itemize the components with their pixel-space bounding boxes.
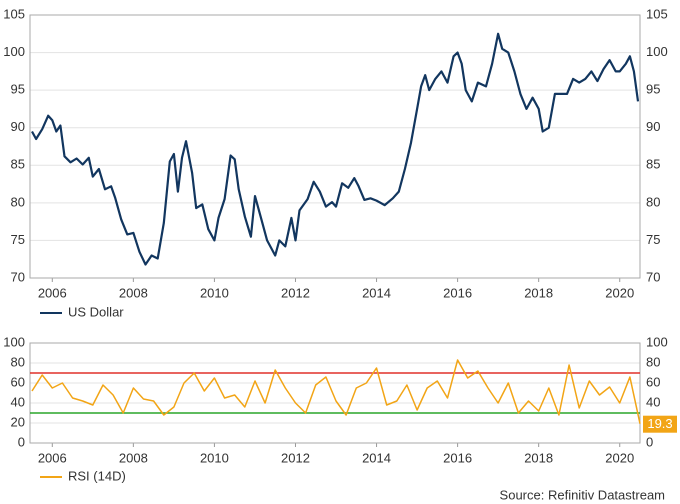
x-tick-label: 2016 <box>443 450 472 465</box>
data-line <box>31 359 641 424</box>
y-tick-label-right: 100 <box>646 334 668 349</box>
y-tick-label: 105 <box>3 6 25 21</box>
legend-label: RSI (14D) <box>68 468 126 483</box>
y-tick-label: 80 <box>11 194 25 209</box>
y-tick-label: 40 <box>11 394 25 409</box>
y-tick-label: 70 <box>11 269 25 284</box>
y-tick-label-right: 60 <box>646 374 660 389</box>
y-tick-label-right: 80 <box>646 354 660 369</box>
x-tick-label: 2016 <box>443 285 472 300</box>
y-tick-label: 90 <box>11 119 25 134</box>
y-tick-label: 100 <box>3 334 25 349</box>
x-tick-label: 2012 <box>281 450 310 465</box>
y-tick-label: 80 <box>11 354 25 369</box>
x-tick-label: 2008 <box>119 450 148 465</box>
y-tick-label-right: 75 <box>646 232 660 247</box>
x-tick-label: 2018 <box>524 450 553 465</box>
y-tick-label-right: 90 <box>646 119 660 134</box>
y-tick-label-right: 95 <box>646 82 660 97</box>
y-tick-label-right: 70 <box>646 269 660 284</box>
x-tick-label: 2018 <box>524 285 553 300</box>
plot-frame <box>29 14 641 279</box>
last-value-label: 19.3 <box>647 416 672 431</box>
x-tick-label: 2006 <box>38 285 67 300</box>
x-tick-label: 2014 <box>362 285 391 300</box>
x-tick-label: 2014 <box>362 450 391 465</box>
y-tick-label-right: 40 <box>646 394 660 409</box>
x-tick-label: 2010 <box>200 450 229 465</box>
y-tick-label: 95 <box>11 82 25 97</box>
y-tick-label: 100 <box>3 44 25 59</box>
y-tick-label-right: 85 <box>646 157 660 172</box>
y-tick-label-right: 0 <box>646 434 653 449</box>
legend-label: US Dollar <box>68 304 124 319</box>
y-tick-label: 0 <box>18 434 25 449</box>
y-tick-label: 75 <box>11 232 25 247</box>
y-tick-label: 20 <box>11 414 25 429</box>
x-tick-label: 2012 <box>281 285 310 300</box>
y-tick-label-right: 105 <box>646 6 668 21</box>
x-tick-label: 2006 <box>38 450 67 465</box>
x-tick-label: 2008 <box>119 285 148 300</box>
y-tick-label-right: 80 <box>646 194 660 209</box>
x-tick-label: 2020 <box>605 450 634 465</box>
last-value-box <box>643 415 677 433</box>
source-note: Source: Refinitiv Datastream <box>500 487 665 502</box>
x-tick-label: 2020 <box>605 285 634 300</box>
y-tick-label: 60 <box>11 374 25 389</box>
plot-frame <box>29 342 641 444</box>
data-line <box>31 32 640 266</box>
y-tick-label-right: 100 <box>646 44 668 59</box>
y-tick-label: 85 <box>11 157 25 172</box>
x-tick-label: 2010 <box>200 285 229 300</box>
